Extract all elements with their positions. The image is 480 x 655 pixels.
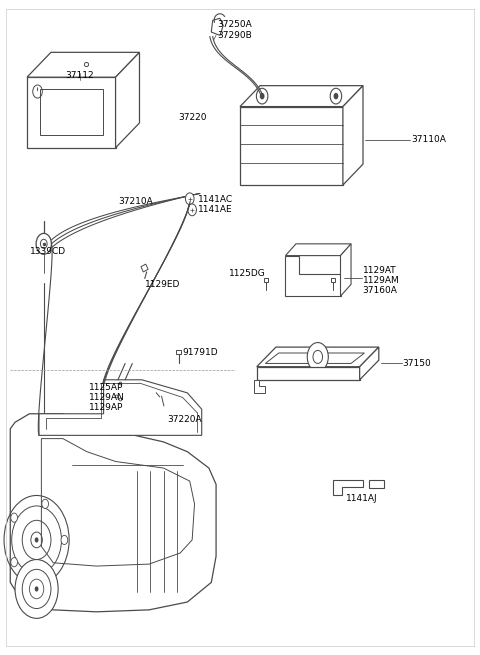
Circle shape <box>15 559 58 618</box>
Polygon shape <box>176 350 181 354</box>
Text: 1129AT
1129AM
37160A: 1129AT 1129AM 37160A <box>362 265 399 295</box>
Text: 91791D: 91791D <box>182 348 218 357</box>
Polygon shape <box>343 86 363 185</box>
Text: 37210A: 37210A <box>118 197 153 206</box>
Circle shape <box>61 535 68 544</box>
Polygon shape <box>39 380 202 436</box>
Circle shape <box>42 499 48 508</box>
Polygon shape <box>116 52 140 148</box>
Polygon shape <box>333 481 363 495</box>
Circle shape <box>29 579 44 599</box>
Circle shape <box>260 93 264 100</box>
Text: 1125AP
1129AN
1129AP: 1125AP 1129AN 1129AP <box>89 383 125 413</box>
Circle shape <box>36 233 51 254</box>
Polygon shape <box>286 255 340 296</box>
Circle shape <box>40 239 47 248</box>
Circle shape <box>256 88 268 104</box>
Text: 37220A: 37220A <box>167 415 202 424</box>
Polygon shape <box>141 264 148 272</box>
Circle shape <box>334 93 338 100</box>
Circle shape <box>42 571 48 580</box>
Polygon shape <box>40 89 103 135</box>
Polygon shape <box>10 414 216 612</box>
Circle shape <box>22 569 51 608</box>
Circle shape <box>35 586 38 591</box>
Text: 37150: 37150 <box>403 359 432 368</box>
Polygon shape <box>257 347 379 367</box>
Text: 1125DG: 1125DG <box>228 269 265 278</box>
Text: 1141AJ: 1141AJ <box>346 495 378 503</box>
Polygon shape <box>286 244 351 255</box>
Polygon shape <box>27 52 140 77</box>
Polygon shape <box>27 77 116 148</box>
Polygon shape <box>369 481 384 488</box>
Polygon shape <box>240 107 343 185</box>
Polygon shape <box>211 18 223 35</box>
Polygon shape <box>257 367 360 380</box>
Circle shape <box>11 557 17 567</box>
Polygon shape <box>41 439 194 566</box>
Polygon shape <box>254 380 265 393</box>
Text: 1129ED: 1129ED <box>145 280 180 289</box>
Circle shape <box>330 88 342 104</box>
Polygon shape <box>265 353 364 364</box>
Circle shape <box>185 193 194 204</box>
Text: 37250A
37290B: 37250A 37290B <box>217 20 252 40</box>
Circle shape <box>11 513 17 522</box>
Circle shape <box>307 343 328 371</box>
Circle shape <box>35 537 38 542</box>
Polygon shape <box>360 347 379 380</box>
Text: 37220: 37220 <box>178 113 206 122</box>
Text: 1141AC
1141AE: 1141AC 1141AE <box>198 195 233 214</box>
Polygon shape <box>240 86 363 107</box>
Text: 1339CD: 1339CD <box>30 246 67 255</box>
Polygon shape <box>340 244 351 296</box>
Text: 37110A: 37110A <box>411 135 446 144</box>
Text: 37112: 37112 <box>65 71 94 81</box>
Circle shape <box>313 350 323 364</box>
Circle shape <box>188 204 196 215</box>
